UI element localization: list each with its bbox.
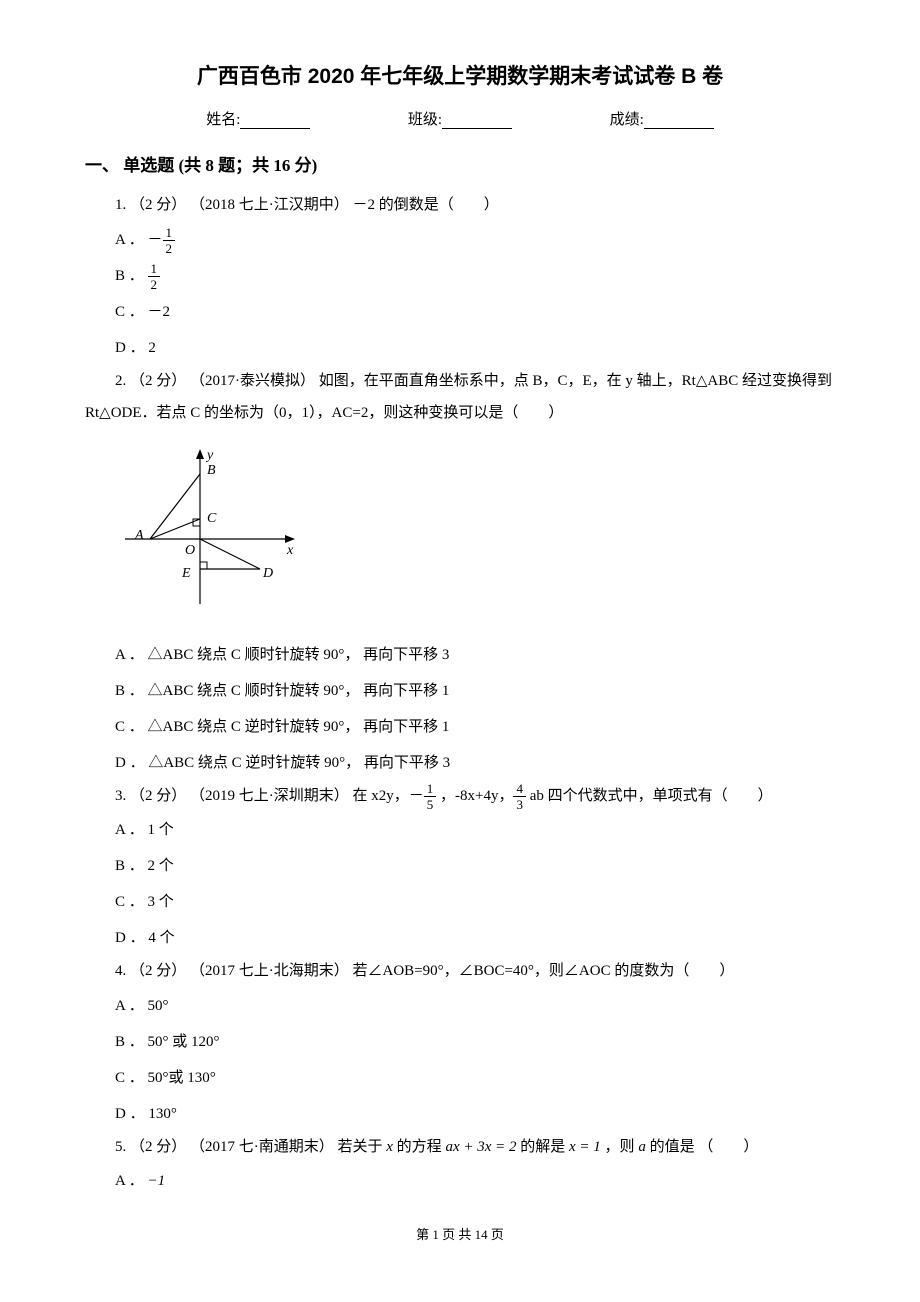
name-label: 姓名: — [206, 108, 240, 129]
label-E: E — [181, 566, 191, 581]
section-1-heading: 一、 单选题 (共 8 题；共 16 分) — [85, 151, 835, 176]
question-2: 2. （2 分） （2017·泰兴模拟） 如图，在平面直角坐标系中，点 B，C，… — [85, 366, 835, 781]
q1-option-d: D ． 2 — [115, 330, 835, 366]
q3-stem: 3. （2 分） （2019 七上·深圳期末） 在 x2y，－15 ，-8x+4… — [115, 781, 835, 813]
class-blank — [442, 128, 512, 129]
eq1: ax + 3x = 2 — [445, 1139, 516, 1155]
denominator: 5 — [424, 797, 437, 811]
numerator: 1 — [163, 226, 176, 241]
q5-stem: 5. （2 分） （2017 七·南通期末） 若关于 x 的方程 ax + 3x… — [115, 1132, 835, 1164]
var-a: a — [638, 1139, 646, 1155]
exam-page: 广西百色市 2020 年七年级上学期数学期末考试试卷 B 卷 姓名: 班级: 成… — [0, 0, 920, 1283]
var-x: x — [386, 1139, 393, 1155]
fraction: 43 — [513, 782, 526, 811]
q3-option-a: A ． 1 个 — [115, 812, 835, 848]
question-4: 4. （2 分） （2017 七上·北海期末） 若∠AOB=90°，∠BOC=4… — [85, 956, 835, 1132]
exam-title: 广西百色市 2020 年七年级上学期数学期末考试试卷 B 卷 — [85, 60, 835, 90]
q1-optB-prefix: B ． — [115, 268, 144, 284]
question-1: 1. （2 分） （2018 七上·江汉期中） －2 的倒数是（ ） A ． －… — [85, 190, 835, 366]
x-arrow — [285, 535, 295, 543]
q1-stem: 1. （2 分） （2018 七上·江汉期中） －2 的倒数是（ ） — [115, 190, 835, 222]
q1-optA-neg: － — [148, 232, 163, 248]
q5-stem-p3: 的解是 — [517, 1139, 570, 1155]
label-A: A — [134, 528, 144, 543]
q2-option-b: B ． △ABC 绕点 C 顺时针旋转 90°， 再向下平移 1 — [115, 673, 835, 709]
label-y: y — [205, 448, 214, 463]
score-blank — [644, 128, 714, 129]
q5-optA-prefix: A ． — [115, 1173, 148, 1189]
label-B: B — [207, 463, 216, 478]
q4-stem: 4. （2 分） （2017 七上·北海期末） 若∠AOB=90°，∠BOC=4… — [115, 956, 835, 988]
header-fields: 姓名: 班级: 成绩: — [85, 108, 835, 129]
name-blank — [240, 128, 310, 129]
label-D: D — [262, 566, 273, 581]
q2-option-c: C ． △ABC 绕点 C 逆时针旋转 90°， 再向下平移 1 — [115, 709, 835, 745]
line-OD — [200, 539, 260, 569]
q5-option-a: A ． −1 — [115, 1163, 835, 1199]
class-label: 班级: — [408, 108, 442, 129]
page-footer: 第 1 页 共 14 页 — [85, 1224, 835, 1243]
right-angle-E — [200, 562, 207, 569]
numerator: 4 — [513, 782, 526, 797]
denominator: 2 — [148, 277, 161, 291]
q4-option-d: D ． 130° — [115, 1096, 835, 1132]
q2-option-a: A ． △ABC 绕点 C 顺时针旋转 90°， 再向下平移 3 — [115, 637, 835, 673]
numerator: 1 — [148, 262, 161, 277]
q4-option-a: A ． 50° — [115, 988, 835, 1024]
score-label: 成绩: — [610, 108, 644, 129]
y-arrow — [196, 449, 204, 459]
q5-optA-val: −1 — [148, 1173, 166, 1189]
q3-option-c: C ． 3 个 — [115, 884, 835, 920]
q1-option-a: A ． －12 — [115, 222, 835, 259]
q2-stem-line2: Rt△ODE．若点 C 的坐标为（0，1），AC=2，则这种变换可以是（ ） — [85, 398, 835, 430]
question-5: 5. （2 分） （2017 七·南通期末） 若关于 x 的方程 ax + 3x… — [85, 1132, 835, 1200]
q5-stem-p1: 5. （2 分） （2017 七·南通期末） 若关于 — [115, 1139, 386, 1155]
q3-option-b: B ． 2 个 — [115, 848, 835, 884]
question-3: 3. （2 分） （2019 七上·深圳期末） 在 x2y，－15 ，-8x+4… — [85, 781, 835, 957]
label-x: x — [286, 543, 294, 558]
q2-option-d: D ． △ABC 绕点 C 逆时针旋转 90°， 再向下平移 3 — [115, 745, 835, 781]
q1-option-c: C ． －2 — [115, 294, 835, 330]
q2-diagram: y x A B C D E O — [115, 439, 835, 627]
eq2: x = 1 — [569, 1139, 601, 1155]
q4-option-b: B ． 50° 或 120° — [115, 1024, 835, 1060]
q3-option-d: D ． 4 个 — [115, 920, 835, 956]
q1-option-b: B ． 12 — [115, 258, 835, 294]
label-O: O — [185, 543, 195, 558]
numerator: 1 — [424, 782, 437, 797]
fraction: 15 — [424, 782, 437, 811]
fraction: 12 — [163, 226, 176, 255]
q1-optA-prefix: A ． — [115, 232, 144, 248]
q1-optA-value: －12 — [148, 222, 176, 258]
q3-stem-p3: ab 四个代数式中，单项式有（ ） — [526, 788, 773, 804]
q5-stem-p4: ，则 — [601, 1139, 639, 1155]
q5-stem-p2: 的方程 — [393, 1139, 446, 1155]
q4-option-c: C ． 50°或 130° — [115, 1060, 835, 1096]
denominator: 2 — [163, 241, 176, 255]
q2-stem-line1: 2. （2 分） （2017·泰兴模拟） 如图，在平面直角坐标系中，点 B，C，… — [115, 366, 835, 398]
denominator: 3 — [513, 797, 526, 811]
fraction: 12 — [148, 262, 161, 291]
coordinate-diagram: y x A B C D E O — [115, 439, 305, 614]
q3-stem-p1: 3. （2 分） （2019 七上·深圳期末） 在 x2y，－ — [115, 788, 424, 804]
q3-stem-p2: ，-8x+4y， — [436, 788, 513, 804]
q5-stem-p5: 的值是 （ ） — [646, 1139, 759, 1155]
label-C: C — [207, 511, 217, 526]
